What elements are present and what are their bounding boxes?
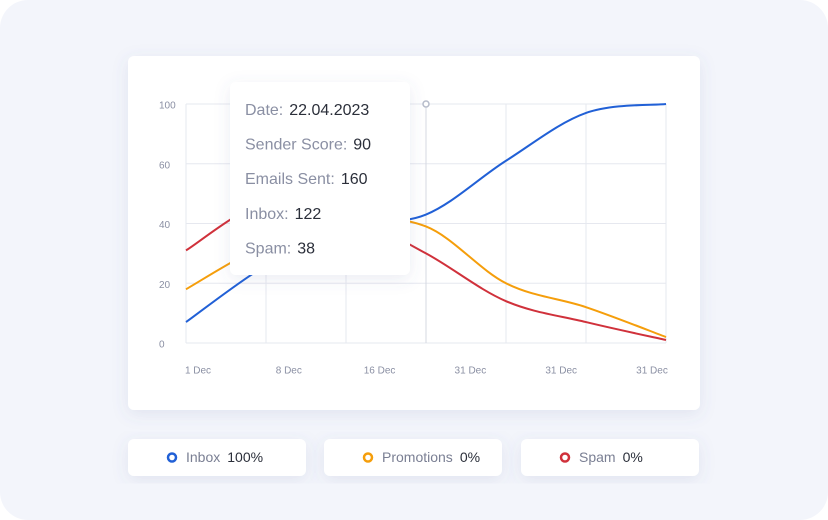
x-tick-label: 16 Dec — [364, 366, 396, 377]
y-tick-label: 60 — [159, 160, 171, 171]
tooltip-row: Spam: 38 — [245, 241, 315, 258]
legend-value: 0% — [460, 449, 480, 465]
hover-marker — [422, 100, 430, 108]
chart-card — [128, 56, 700, 410]
legend-entry: Spam 0% — [579, 449, 643, 465]
tooltip-box — [230, 82, 410, 275]
legend-swatch — [166, 452, 178, 463]
legend-name: Spam — [579, 449, 616, 465]
tooltip-row: Sender Score: 90 — [245, 137, 371, 154]
legend-value: 0% — [623, 449, 643, 465]
tooltip-row: Emails Sent: 160 — [245, 171, 368, 188]
legend-card — [521, 439, 699, 476]
tooltip-value: 90 — [353, 137, 371, 154]
legend-entry: Inbox 100% — [186, 449, 263, 465]
tooltip: Date: 22.04.2023 Sender Score: 90 Emails Sen… — [230, 82, 410, 275]
x-tick-label: 31 Dec — [455, 366, 487, 377]
tooltip-label: Emails Sent: — [245, 171, 335, 188]
tooltip-label: Date: — [245, 102, 283, 119]
legend-name: Inbox — [186, 449, 220, 465]
legend-name: Promotions — [382, 449, 453, 465]
tooltip-label: Sender Score: — [245, 137, 347, 154]
legend-swatch — [362, 452, 374, 463]
legend-entry: Promotions 0% — [382, 449, 480, 465]
tooltip-row: Date: 22.04.2023 — [245, 102, 369, 119]
y-tick-label: 100 — [159, 101, 176, 112]
x-tick-label: 31 Dec — [636, 366, 668, 377]
x-tick-label: 1 Dec — [185, 366, 211, 377]
legend-swatch — [559, 452, 571, 463]
tooltip-value: 22.04.2023 — [289, 102, 369, 119]
tooltip-value: 160 — [341, 171, 368, 188]
y-tick-label: 20 — [159, 280, 171, 291]
legend-card — [128, 439, 306, 476]
tooltip-value: 38 — [297, 241, 315, 258]
tooltip-label: Spam: — [245, 241, 291, 258]
x-tick-label: 8 Dec — [276, 366, 302, 377]
tooltip-label: Inbox: — [245, 206, 289, 223]
legend-card — [324, 439, 502, 476]
tooltip-row: Inbox: 122 — [245, 206, 321, 223]
tooltip-value: 122 — [295, 206, 322, 223]
legend-value: 100% — [227, 449, 263, 465]
x-tick-label: 31 Dec — [545, 366, 577, 377]
legend: Inbox 100% Promotions 0% Spam 0% — [166, 449, 643, 465]
y-tick-label: 0 — [159, 340, 165, 351]
plot: 0 20 40 60 100 1 Dec 8 Dec 16 Dec 31 Dec 31 Dec 31… — [159, 100, 668, 377]
y-tick-label: 40 — [159, 220, 171, 231]
